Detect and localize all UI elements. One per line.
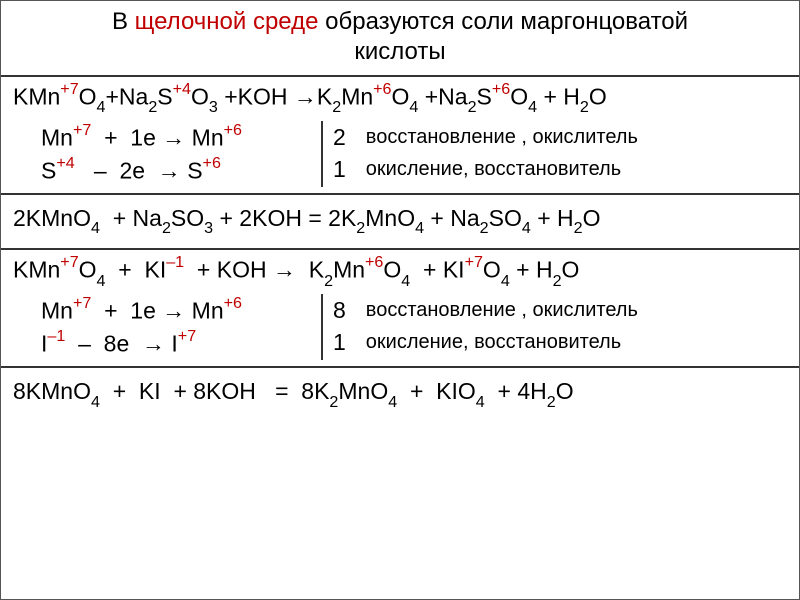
slide-title: В щелочной среде образуются соли маргонц… xyxy=(1,1,799,77)
block2-ratio: 8 1 xyxy=(323,294,360,358)
block1-equation-section: KMn+7O4+Na2S+4O3 +KOH →K2Mn+6O4 +Na2S+6O… xyxy=(1,77,799,195)
block2-label2: окисление, восстановитель xyxy=(366,326,638,358)
block2-label1: восстановление , окислитель xyxy=(366,294,638,326)
block1-ratio: 2 1 xyxy=(323,121,360,185)
block1-labels: восстановление , окислитель окисление, в… xyxy=(360,121,638,185)
block1-unbalanced-eq: KMn+7O4+Na2S+4O3 +KOH →K2Mn+6O4 +Na2S+6O… xyxy=(13,81,787,117)
block2-ratio2: 1 xyxy=(333,326,346,358)
block1-label1: восстановление , окислитель xyxy=(366,121,638,153)
block1-ratio2: 1 xyxy=(333,153,346,185)
chemistry-slide: В щелочной среде образуются соли маргонц… xyxy=(0,0,800,600)
title-rest: образуются соли маргонцоватой xyxy=(318,8,688,35)
block1-balanced-eq: 2KMnO4 + Na2SO3 + 2KOH = 2K2MnO4 + Na2SO… xyxy=(1,195,799,251)
block2-balanced-eq: 8KMnO4 + KI + 8KOH = 8K2MnO4 + KIO4 + 4H… xyxy=(1,368,799,422)
block1-half-left: Mn+7 + 1e → Mn+6 S+4 – 2e → S+6 xyxy=(13,121,323,187)
title-line2: кислоты xyxy=(354,38,445,65)
block1-label2: окисление, восстановитель xyxy=(366,153,638,185)
block1-half-reactions: Mn+7 + 1e → Mn+6 S+4 – 2e → S+6 2 1 восс… xyxy=(13,121,787,187)
block1-ratio1: 2 xyxy=(333,121,346,153)
block1-half1: Mn+7 + 1e → Mn+6 xyxy=(41,121,309,154)
block2-half2: I–1 – 8e → I+7 xyxy=(41,327,309,360)
title-accent: щелочной среде xyxy=(135,8,319,35)
block2-half1: Mn+7 + 1e → Mn+6 xyxy=(41,294,309,327)
block2-half-reactions: Mn+7 + 1e → Mn+6 I–1 – 8e → I+7 8 1 восс… xyxy=(13,294,787,360)
block1-half2: S+4 – 2e → S+6 xyxy=(41,154,309,187)
block2-equation-section: KMn+7O4 + KI–1 + KOH → K2Mn+6O4 + KI+7O4… xyxy=(1,250,799,368)
block2-half-left: Mn+7 + 1e → Mn+6 I–1 – 8e → I+7 xyxy=(13,294,323,360)
block2-ratio1: 8 xyxy=(333,294,346,326)
block2-unbalanced-eq: KMn+7O4 + KI–1 + KOH → K2Mn+6O4 + KI+7O4… xyxy=(13,254,787,290)
block2-labels: восстановление , окислитель окисление, в… xyxy=(360,294,638,358)
title-prefix: В xyxy=(112,8,135,35)
